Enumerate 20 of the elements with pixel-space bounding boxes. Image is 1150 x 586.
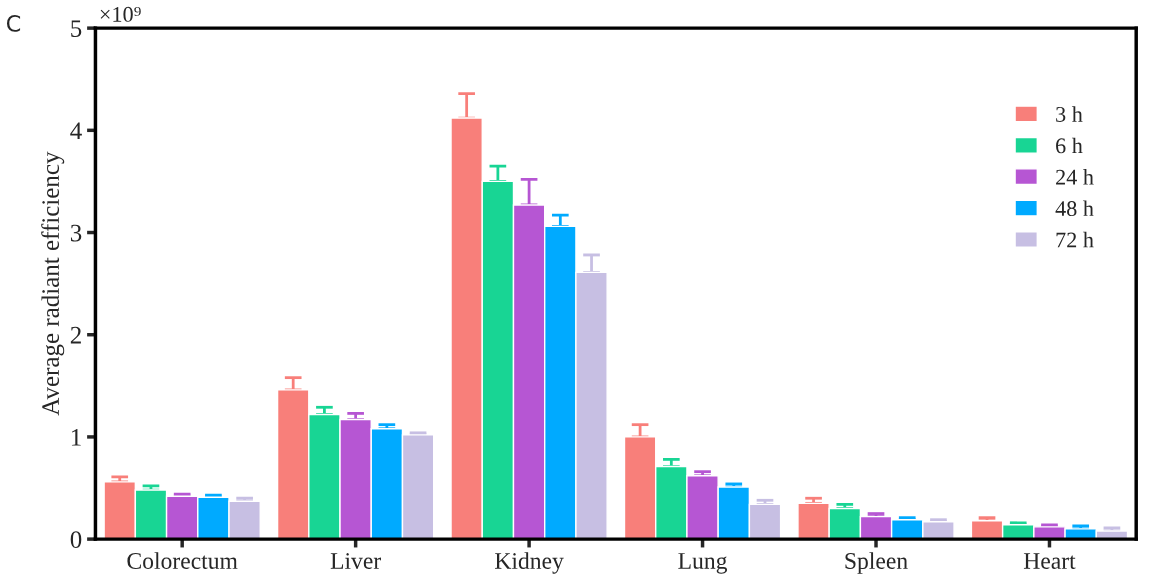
y-tick-label: 3 bbox=[70, 224, 82, 242]
x-tick-label: Colorectum bbox=[127, 552, 238, 569]
legend-label: 72 h bbox=[1056, 231, 1094, 248]
legend-label: 3 h bbox=[1056, 106, 1083, 122]
text: C bbox=[7, 15, 21, 32]
x-tick-label: Lung bbox=[678, 553, 728, 574]
x-tick-label: Kidney bbox=[495, 552, 564, 574]
x-tick-label: Liver bbox=[330, 553, 381, 569]
x-tick-label: Spleen bbox=[845, 552, 908, 574]
x-tick-label: Heart bbox=[1023, 553, 1076, 569]
y-tick-label: 0 bbox=[70, 531, 82, 549]
text: ×10⁹ bbox=[100, 6, 141, 22]
y-tick-label: 4 bbox=[70, 122, 82, 139]
legend-label: 24 h bbox=[1056, 169, 1094, 185]
legend-label: 6 h bbox=[1056, 137, 1083, 154]
legend-label: 48 h bbox=[1055, 200, 1094, 217]
y-tick-label: 1 bbox=[71, 429, 81, 446]
y-axis-title: Average radiant efficiency bbox=[41, 151, 65, 416]
y-tick-label: 5 bbox=[71, 20, 82, 38]
y-tick-label: 2 bbox=[70, 326, 81, 344]
